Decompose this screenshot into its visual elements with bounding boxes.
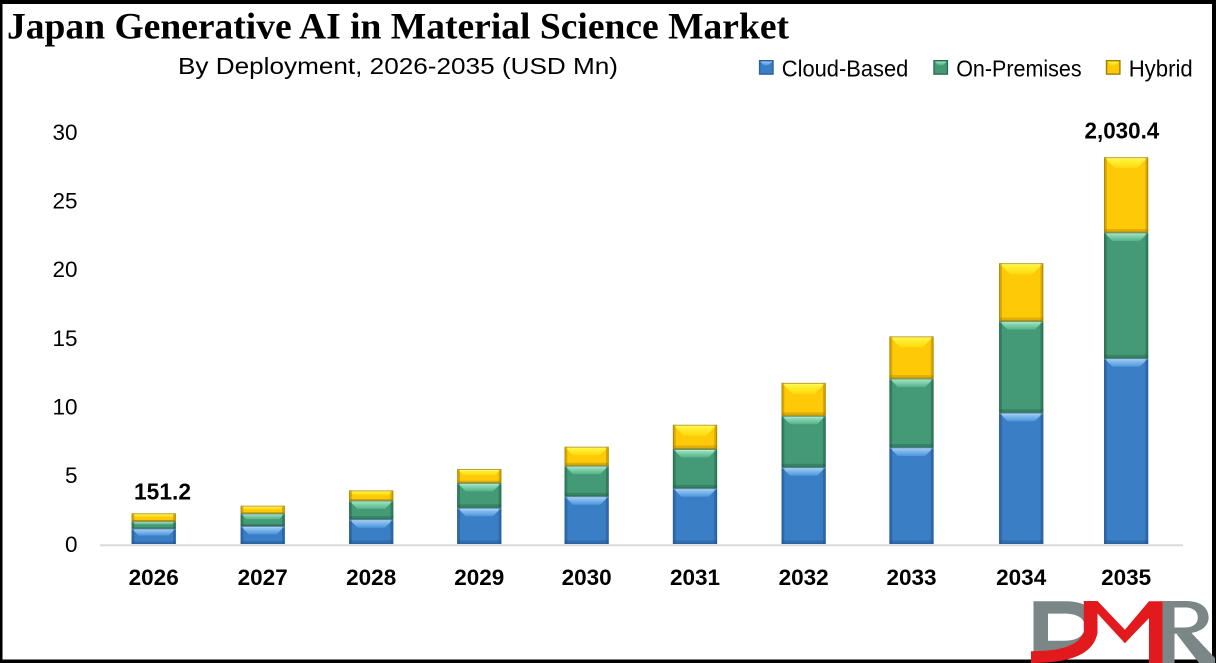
svg-text:2035: 2035: [1101, 565, 1151, 590]
svg-text:2028: 2028: [346, 565, 396, 590]
svg-text:Hybrid: Hybrid: [1129, 56, 1193, 82]
svg-text:On-Premises: On-Premises: [956, 56, 1081, 82]
svg-text:2034: 2034: [996, 565, 1047, 590]
svg-text:30: 30: [52, 120, 77, 145]
svg-text:2030: 2030: [562, 565, 612, 590]
svg-text:2031: 2031: [670, 565, 720, 590]
svg-text:2026: 2026: [129, 565, 179, 590]
svg-text:2029: 2029: [454, 565, 504, 590]
svg-text:2027: 2027: [238, 565, 288, 590]
svg-text:20: 20: [52, 257, 77, 282]
svg-text:5: 5: [65, 463, 78, 488]
svg-text:By Deployment, 2026-2035 (USD: By Deployment, 2026-2035 (USD Mn): [178, 53, 618, 79]
svg-text:15: 15: [52, 326, 77, 351]
svg-text:Japan Generative AI in Materia: Japan Generative AI in Material Science …: [7, 7, 790, 48]
svg-text:0: 0: [65, 532, 78, 557]
svg-text:2032: 2032: [779, 565, 829, 590]
svg-text:10: 10: [52, 395, 77, 420]
svg-text:25: 25: [52, 189, 77, 214]
svg-text:151.2: 151.2: [134, 479, 191, 505]
svg-text:2,030.4: 2,030.4: [1085, 117, 1160, 143]
svg-text:2033: 2033: [886, 565, 936, 590]
svg-text:Cloud-Based: Cloud-Based: [782, 56, 909, 82]
